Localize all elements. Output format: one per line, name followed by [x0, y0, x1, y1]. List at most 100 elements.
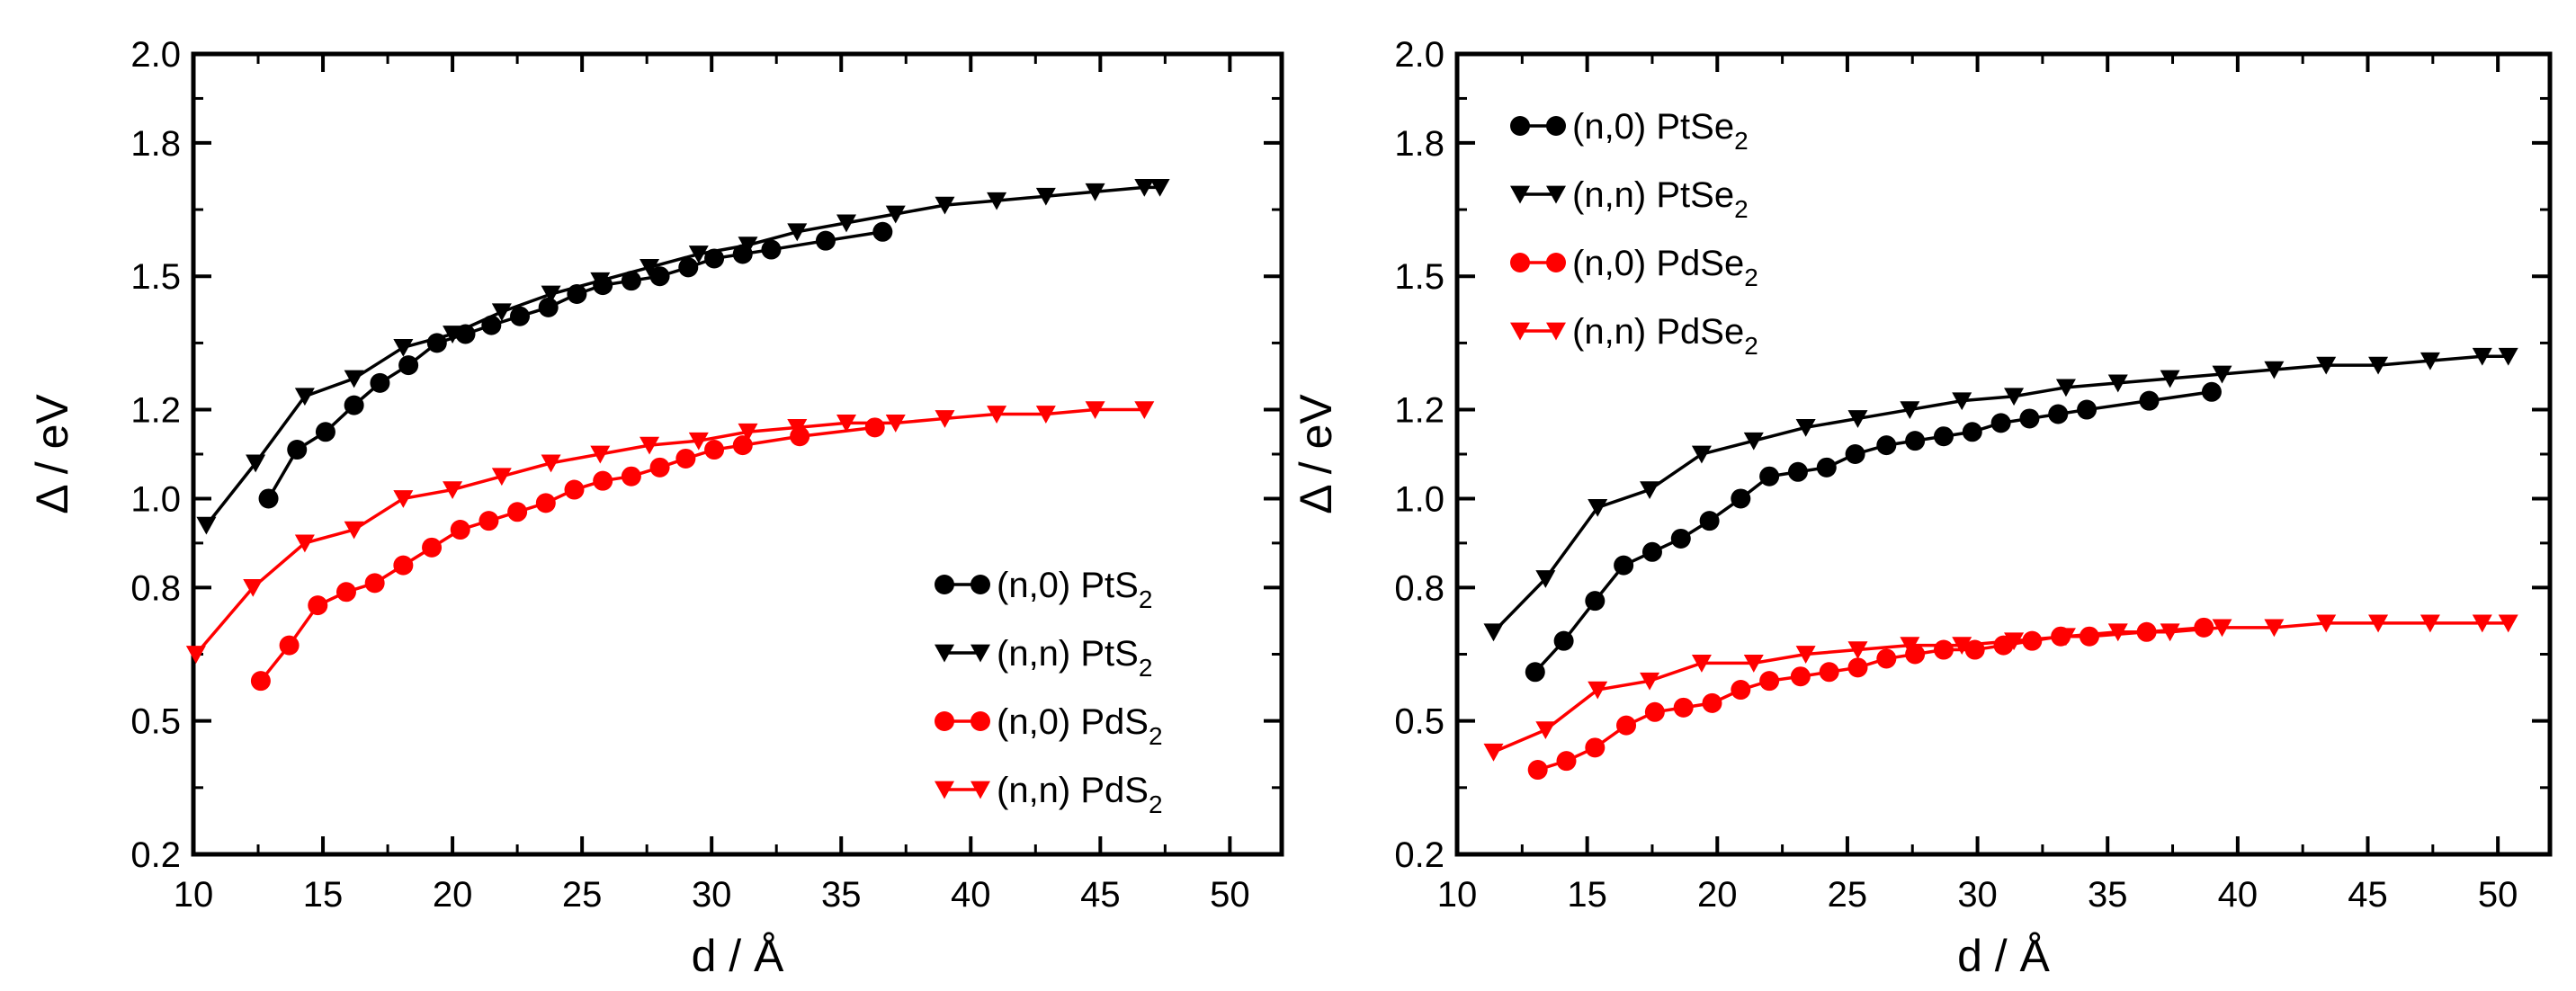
legend-label: (n,n) PdS2 — [997, 771, 1163, 818]
data-point — [2160, 370, 2180, 388]
y-tick-label: 1.5 — [1394, 257, 1445, 297]
data-point — [315, 422, 335, 442]
y-tick-label: 2.0 — [130, 35, 181, 75]
series-line — [1492, 621, 2509, 754]
data-point — [2004, 388, 2025, 406]
data-point — [2212, 365, 2232, 384]
y-tick-label: 0.5 — [1394, 702, 1445, 742]
series--n-0-ptse2 — [1525, 381, 2222, 683]
data-point — [1952, 392, 1972, 411]
series--n-n-pdse2 — [1483, 614, 2518, 762]
chart-right: 10 15 20 25 30 35 40 45 50 0.2 0.5 0.8 1.0 1.2 1.5 1.8 2… — [1291, 35, 2553, 981]
data-point — [507, 502, 528, 522]
legend-label: (n,n) PtS2 — [997, 634, 1152, 682]
data-point — [1743, 432, 1764, 451]
data-point — [294, 388, 315, 406]
data-point — [398, 355, 419, 376]
data-point — [738, 237, 758, 255]
data-point — [787, 418, 808, 437]
legend-label: (n,0) PtSe2 — [1572, 107, 1749, 155]
y-tick-label: 0.8 — [130, 568, 181, 608]
x-tick-label: 30 — [692, 875, 732, 915]
y-tick-label: 1.0 — [130, 479, 181, 519]
data-point — [1691, 655, 1712, 673]
data-point — [308, 595, 328, 616]
data-point — [2019, 408, 2040, 429]
data-point — [2079, 626, 2099, 647]
data-point — [1085, 183, 1105, 201]
legend-entry: (n,0) PdS2 — [935, 702, 1163, 750]
data-point — [370, 372, 390, 393]
data-point — [2498, 347, 2518, 366]
data-point — [1819, 662, 1839, 683]
series-line — [205, 185, 1160, 527]
data-point — [732, 435, 753, 456]
data-point — [590, 272, 611, 290]
legend-label-subscript: 2 — [1744, 263, 1758, 291]
data-point — [1990, 413, 2011, 433]
legend-marker-start — [1510, 116, 1530, 136]
data-point — [640, 258, 660, 277]
data-point — [250, 671, 271, 692]
data-point — [185, 646, 206, 664]
x-tick-label: 10 — [1437, 875, 1478, 915]
data-point — [640, 436, 660, 455]
x-tick-label: 25 — [562, 875, 603, 915]
legend-label: (n,n) PtSe2 — [1572, 175, 1749, 223]
data-point — [2077, 399, 2097, 420]
legend-label-subscript: 2 — [1139, 585, 1153, 613]
x-tick-label: 25 — [1828, 875, 1868, 915]
data-point — [688, 246, 709, 263]
data-point — [621, 466, 641, 487]
x-tick-label: 30 — [1957, 875, 1998, 915]
data-point — [2264, 361, 2285, 379]
data-point — [815, 230, 836, 251]
data-point — [2498, 614, 2518, 633]
data-point — [1933, 639, 1954, 660]
data-point — [393, 555, 414, 576]
legend-label-main: (n,0) PdSe — [1572, 244, 1744, 283]
series--n-n-pds2 — [185, 401, 1155, 664]
data-point — [649, 266, 670, 287]
legend-entry: (n,n) PtSe2 — [1510, 175, 1749, 223]
legend-entry: (n,n) PdS2 — [935, 771, 1163, 818]
data-point — [2316, 614, 2337, 633]
x-axis-title: d / Å — [692, 931, 784, 981]
data-point — [294, 534, 315, 553]
data-point — [590, 445, 611, 464]
data-point — [1670, 528, 1691, 549]
x-tick-label: 45 — [1080, 875, 1121, 915]
data-point — [987, 406, 1007, 424]
data-point — [1876, 435, 1897, 456]
y-tick-label: 1.8 — [1394, 124, 1445, 164]
data-point — [593, 470, 613, 491]
data-point — [2264, 619, 2285, 638]
data-point — [1035, 187, 1056, 206]
y-tick-label: 0.2 — [130, 835, 181, 875]
data-point — [1553, 630, 1574, 651]
data-point — [535, 493, 556, 513]
series-line — [259, 425, 875, 683]
data-point — [1876, 648, 1897, 669]
data-point — [1149, 178, 1170, 197]
data-point — [2055, 628, 2076, 647]
y-tick-label: 1.2 — [1394, 391, 1445, 431]
legend-marker-end — [970, 575, 990, 594]
y-tick-label: 0.2 — [1394, 835, 1445, 875]
data-point — [1641, 541, 1662, 562]
data-point — [1556, 751, 1577, 772]
data-point — [1134, 401, 1155, 420]
legend-entry: (n,0) PdSe2 — [1510, 244, 1758, 291]
data-point — [1535, 570, 1556, 588]
data-point — [2139, 390, 2160, 411]
data-point — [344, 370, 364, 388]
x-tick-label: 50 — [2478, 875, 2518, 915]
legend-marker-start — [935, 575, 954, 594]
legend-label: (n,n) PdSe2 — [1572, 312, 1758, 360]
data-point — [1743, 655, 1764, 673]
legend-entry: (n,0) PtSe2 — [1510, 107, 1749, 155]
data-point — [935, 196, 955, 215]
y-tick-label: 0.5 — [130, 702, 181, 742]
data-point — [491, 468, 512, 487]
data-point — [2004, 632, 2025, 651]
